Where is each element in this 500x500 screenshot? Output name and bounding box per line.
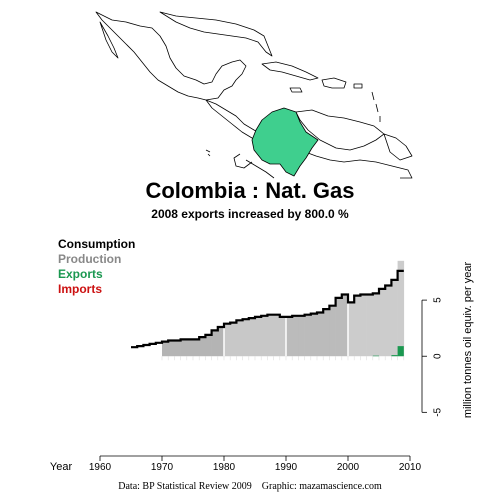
legend-imports: Imports [58, 282, 103, 296]
production-bar-1978 [211, 330, 219, 357]
y-axis-label: million tonnes oil equiv. per year [462, 262, 474, 419]
production-bar-1979 [217, 327, 225, 357]
production-bar-1973 [180, 339, 188, 357]
production-bar-1977 [205, 334, 212, 357]
production-bar-1990 [286, 316, 293, 357]
production-bar-1985 [255, 316, 262, 357]
legend-consumption: Consumption [58, 237, 136, 251]
y-tick-label--5: -5 [433, 407, 444, 416]
hispaniola-outline [321, 77, 347, 89]
venezuela-outline [295, 109, 385, 151]
jamaica-outline [289, 87, 303, 93]
production-bar-1976 [199, 337, 206, 357]
x-tick-label-1980: 1980 [213, 462, 236, 473]
chart-axes: 1960 1970 1980 1990 2000 2010 Year -5 0 5 million … [50, 262, 474, 473]
puerto-rico-outline [353, 83, 363, 89]
production-bar-2001 [354, 295, 361, 357]
production-bar-1992 [298, 315, 305, 357]
exports-bar-2004 [372, 355, 379, 357]
x-tick-label-2000: 2000 [337, 462, 360, 473]
production-bar-1971 [168, 340, 175, 357]
production-bar-1996 [323, 309, 330, 357]
x-tick-label-1960: 1960 [89, 462, 112, 473]
production-bar-2006 [385, 285, 392, 357]
usa-gulf-outline [159, 11, 273, 57]
guianas-outline [383, 133, 413, 161]
legend-exports: Exports [58, 267, 103, 281]
antilles-outline [371, 91, 381, 122]
chart-plot [131, 260, 405, 361]
production-bar-1999 [341, 294, 349, 357]
production-bar-2007 [391, 279, 398, 357]
production-bar-1972 [174, 340, 181, 357]
production-bar-1995 [317, 312, 324, 357]
production-bar-1986 [261, 315, 268, 357]
x-tick-label-2010: 2010 [399, 462, 422, 473]
exports-bar-2008 [397, 346, 404, 357]
production-bar-1981 [230, 322, 237, 357]
x-axis-label: Year [50, 461, 73, 473]
production-bar-2003 [366, 294, 374, 357]
colombia-highlight [251, 107, 319, 177]
exports-bar-2007 [391, 355, 398, 357]
baja-outline [99, 21, 119, 59]
chart-subtitle: 2008 exports increased by 800.0 % [151, 207, 349, 221]
production-bar-1987 [267, 314, 274, 357]
brazil-outline [299, 149, 413, 179]
production-bar-1974 [186, 339, 194, 357]
production-bar-1998 [335, 297, 343, 357]
region-map [95, 11, 413, 179]
production-bar-1983 [242, 319, 250, 357]
consumption-line [131, 269, 404, 349]
production-bar-1994 [310, 313, 318, 357]
y-tick-label-5: 5 [433, 297, 444, 303]
production-bar-2004 [372, 293, 380, 357]
production-bar-1982 [236, 320, 243, 357]
cuba-outline [261, 61, 319, 81]
production-bar-1984 [248, 318, 256, 357]
chart-title: Colombia : Nat. Gas [145, 178, 355, 203]
production-bar-1988 [273, 314, 281, 357]
production-bar-1991 [292, 315, 299, 357]
ecuador-peru-outline [233, 153, 275, 179]
x-tick-label-1990: 1990 [275, 462, 298, 473]
footer-source: Data: BP Statistical Review 2009 [118, 481, 252, 492]
production-bar-2002 [360, 294, 367, 357]
production-bar-1980 [224, 323, 231, 357]
x-tick-label-1970: 1970 [151, 462, 174, 473]
production-bar-1970 [162, 341, 169, 357]
mexico-outline [95, 11, 247, 101]
production-bar-1993 [304, 314, 312, 357]
galapagos-outline [205, 149, 211, 157]
y-tick-label-0: 0 [433, 353, 444, 359]
production-bar-2000 [348, 302, 355, 357]
production-bar-1989 [279, 316, 287, 357]
legend-production: Production [58, 252, 122, 266]
production-bar-1997 [329, 305, 336, 357]
production-bar-2008 [397, 260, 405, 357]
production-bar-2005 [379, 288, 386, 357]
production-bar-1975 [193, 339, 200, 357]
footer-graphic: Graphic: mazamascience.com [261, 481, 382, 492]
footer-credit: Data: BP Statistical Review 2009 Graphic:… [0, 481, 500, 492]
